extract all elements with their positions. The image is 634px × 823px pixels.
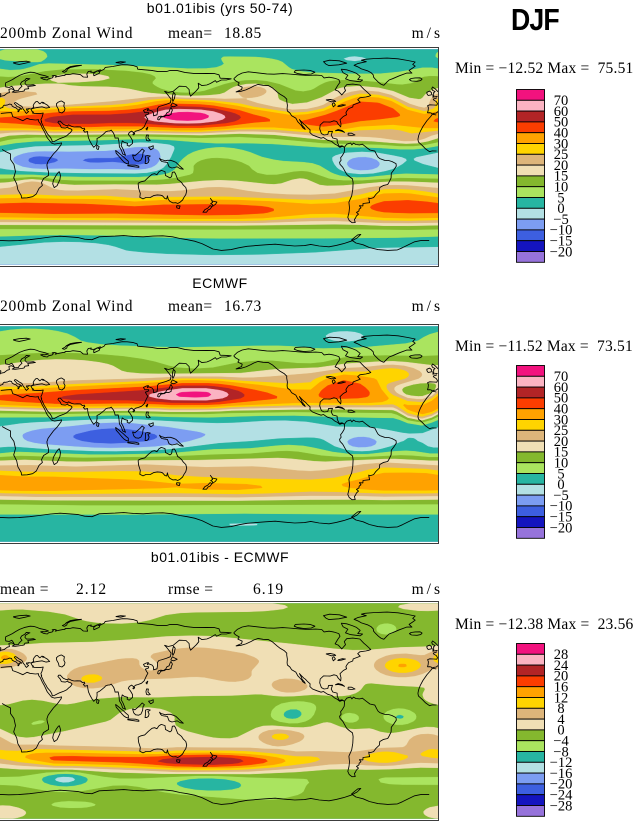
svg-text:30: 30 [554,412,569,428]
svg-text:50: 50 [554,115,569,131]
svg-text:15: 15 [554,445,569,461]
svg-text:40: 40 [554,402,569,418]
svg-text:40: 40 [554,126,569,142]
svg-text:8: 8 [557,701,564,717]
svg-text:50: 50 [554,391,569,407]
svg-text:20: 20 [554,669,569,685]
svg-text:5: 5 [557,190,564,206]
svg-text:−5: −5 [553,212,568,228]
svg-text:70: 70 [554,93,569,109]
svg-text:20: 20 [554,434,569,450]
svg-text:60: 60 [554,380,569,396]
svg-text:16: 16 [554,680,569,696]
svg-text:30: 30 [554,136,569,152]
svg-text:20: 20 [554,158,569,174]
svg-text:5: 5 [557,466,564,482]
svg-text:15: 15 [554,169,569,185]
svg-text:−20: −20 [550,244,573,260]
svg-text:4: 4 [557,712,565,728]
svg-text:70: 70 [554,369,569,385]
svg-text:−28: −28 [550,798,573,814]
svg-text:−20: −20 [550,520,573,536]
svg-text:−5: −5 [553,488,568,504]
svg-text:10: 10 [554,180,569,196]
svg-text:−20: −20 [550,777,573,793]
svg-text:10: 10 [554,456,569,472]
svg-text:0: 0 [557,723,564,739]
svg-text:−4: −4 [553,734,569,750]
svg-text:25: 25 [554,423,569,439]
svg-text:−15: −15 [550,510,573,526]
svg-text:0: 0 [557,477,564,493]
svg-text:12: 12 [554,690,569,706]
svg-text:−8: −8 [553,744,568,760]
svg-text:−15: −15 [550,234,573,250]
svg-text:28: 28 [554,647,569,663]
svg-text:−16: −16 [550,766,573,782]
svg-text:60: 60 [554,104,569,120]
svg-text:0: 0 [557,201,564,217]
svg-text:−10: −10 [550,223,573,239]
svg-text:−12: −12 [550,755,573,771]
svg-text:25: 25 [554,147,569,163]
svg-text:24: 24 [554,658,569,674]
svg-text:−10: −10 [550,499,573,515]
svg-text:−24: −24 [550,788,573,804]
